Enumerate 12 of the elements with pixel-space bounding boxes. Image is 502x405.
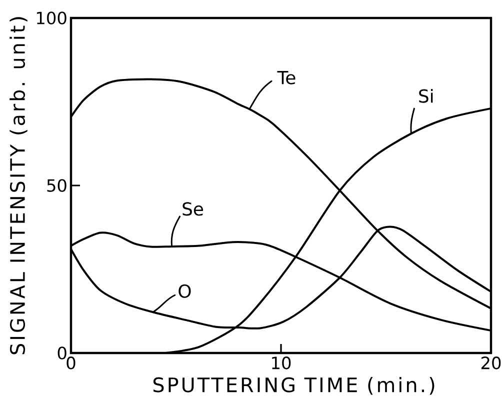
x-tick-label: 10 <box>272 356 291 370</box>
legend-label: O <box>178 284 191 298</box>
series-label: Si <box>419 88 433 103</box>
y-tick-label: 0 <box>58 346 66 360</box>
x-tick-label: 20 <box>481 356 501 370</box>
series-label: Te <box>277 71 296 84</box>
series-label: Se <box>182 202 204 216</box>
y-axis-title: SIGNAL INTENSITY (arb. unit) <box>10 17 28 354</box>
y-tick-label: 50 <box>47 179 66 192</box>
x-tick-label: 0 <box>66 356 76 370</box>
x-axis-title: SPUTTERING TIME (min.) <box>153 376 434 395</box>
y-tick-label: 100 <box>37 12 66 24</box>
